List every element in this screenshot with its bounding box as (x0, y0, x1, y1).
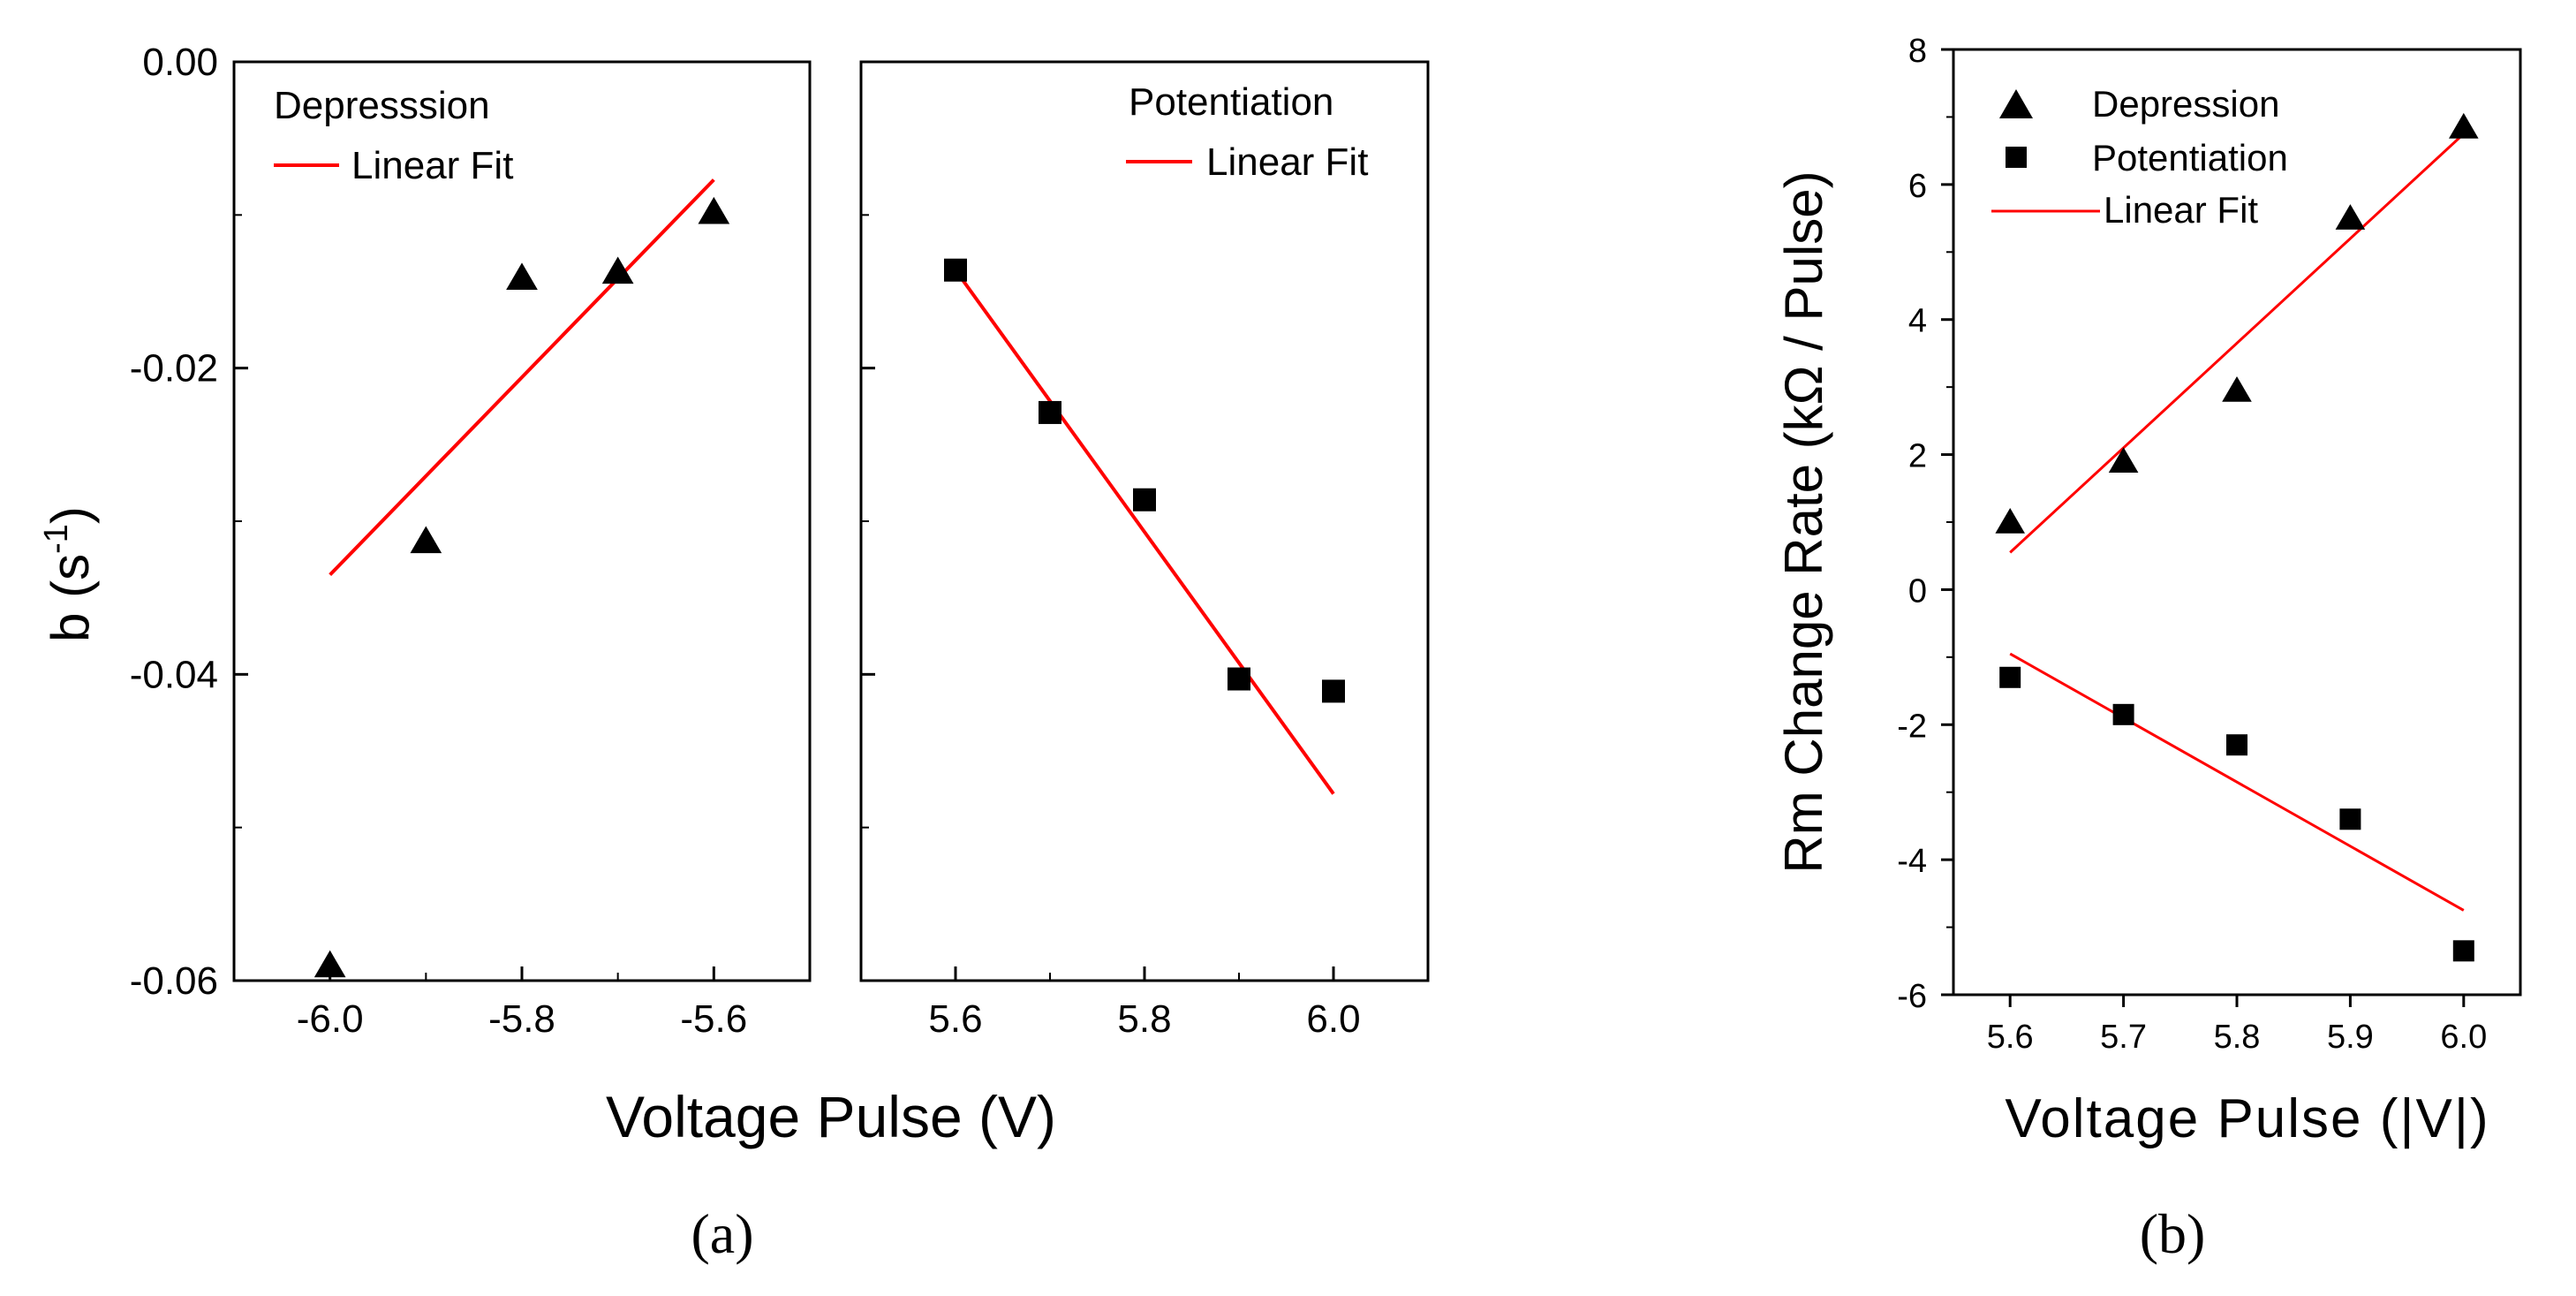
a-right-xtick-label: 6.0 (1306, 997, 1360, 1041)
b-legend-depression: Depression (2092, 83, 2279, 125)
b-fit-layer (2009, 133, 2465, 912)
b-ytick-label: 0 (1908, 572, 1927, 610)
b-ytick-label: -4 (1897, 843, 1927, 880)
a-right-point-square (944, 258, 967, 282)
a-right-legend: Potentiation Linear Fit (1126, 80, 1368, 184)
b-xtick-label: 6.0 (2440, 1019, 2487, 1056)
a-right-y-ticks (861, 60, 875, 982)
b-point-square (2226, 734, 2247, 756)
a-y-axis-label: b (s-1) (38, 506, 100, 642)
b-point-square (2452, 940, 2474, 962)
panel-a: 0.00 -0.02 -0.04 -0.06 -6.0 -5.8 -5.6 Depress… (38, 41, 1430, 1265)
b-point-triangle (2108, 447, 2139, 474)
b-xtick-label: 5.7 (2100, 1019, 2147, 1056)
b-fit-line (2009, 133, 2465, 554)
b-x-ticks: 5.6 5.7 5.8 5.9 6.0 (1987, 995, 2487, 1056)
b-legend-square-icon (2006, 147, 2027, 168)
a-left-points-layer (314, 196, 730, 978)
b-ytick-label: -2 (1897, 708, 1927, 745)
a-right-x-ticks: 5.6 5.8 6.0 (860, 966, 1429, 1041)
a-left-legend-series: Depresssion (274, 84, 490, 127)
b-points-layer (1995, 112, 2479, 962)
a-left-x-ticks: -6.0 -5.8 -5.6 (233, 966, 811, 1041)
a-left-point-triangle (506, 262, 538, 290)
a-left-point-triangle (698, 196, 730, 224)
a-panel-label: (a) (691, 1202, 753, 1265)
a-ytick-label: -0.06 (130, 959, 218, 1003)
b-legend-triangle-icon (1999, 89, 2033, 118)
a-left-legend: Depresssion Linear Fit (274, 84, 513, 187)
a-left-point-triangle (601, 256, 634, 284)
a-right-xtick-label: 5.8 (1117, 997, 1171, 1041)
b-point-triangle (2335, 204, 2366, 230)
b-legend-potentiation: Potentiation (2092, 137, 2288, 178)
a-right-plot-frame (859, 60, 1430, 982)
a-left-xtick-label: -5.6 (680, 997, 747, 1041)
b-point-triangle (2222, 375, 2252, 402)
b-point-triangle (2449, 112, 2479, 139)
b-x-axis-label: Voltage Pulse (|V|) (2005, 1088, 2489, 1149)
b-legend: Depression Potentiation Linear Fit (1991, 83, 2288, 231)
a-ytick-label: -0.04 (130, 653, 218, 696)
a-potentiation-subplot: 5.6 5.8 6.0 Potentiation Linear Fit (859, 60, 1430, 1041)
b-legend-fit: Linear Fit (2104, 189, 2258, 231)
a-right-legend-fit: Linear Fit (1206, 140, 1368, 184)
a-left-plot-frame (232, 60, 812, 982)
b-fit-line (2009, 652, 2465, 912)
b-point-triangle (1995, 508, 2025, 534)
b-point-square (1999, 666, 2021, 688)
a-right-legend-series: Potentiation (1129, 80, 1333, 124)
a-left-point-triangle (314, 950, 346, 978)
panel-b: -6 -4 -2 0 2 4 6 8 5.6 5.7 5.8 5.9 6.0 Depression P… (1774, 33, 2522, 1265)
b-ytick-label: 4 (1908, 303, 1927, 340)
a-left-y-ticks: 0.00 -0.02 -0.04 -0.06 (130, 41, 248, 1003)
a-left-point-triangle (410, 526, 442, 554)
b-xtick-label: 5.8 (2214, 1019, 2261, 1056)
a-right-points-layer (944, 258, 1345, 703)
a-right-fit-line (954, 269, 1335, 795)
a-x-axis-label: Voltage Pulse (V) (606, 1084, 1056, 1149)
a-right-point-square (1039, 400, 1061, 424)
b-xtick-label: 5.9 (2327, 1019, 2374, 1056)
a-right-point-square (1133, 488, 1156, 512)
a-depression-subplot: 0.00 -0.02 -0.04 -0.06 -6.0 -5.8 -5.6 Depress… (130, 41, 812, 1041)
a-left-fit-line (329, 178, 715, 577)
a-ytick-label: -0.02 (130, 347, 218, 390)
b-xtick-label: 5.6 (1987, 1019, 2034, 1056)
b-point-square (2339, 808, 2361, 830)
a-left-fit-layer (329, 178, 715, 577)
a-ytick-label: 0.00 (142, 41, 218, 84)
b-ytick-label: 2 (1908, 438, 1927, 475)
b-y-axis-label: Rm Change Rate (kΩ / Pulse) (1774, 171, 1833, 873)
b-ytick-label: 8 (1908, 33, 1927, 70)
a-right-xtick-label: 5.6 (928, 997, 982, 1041)
b-ytick-label: 6 (1908, 168, 1927, 205)
a-right-point-square (1322, 679, 1345, 703)
b-point-square (2112, 703, 2134, 725)
a-right-fit-layer (954, 269, 1335, 795)
b-ytick-label: -6 (1897, 978, 1927, 1015)
a-right-point-square (1228, 667, 1250, 691)
a-left-legend-fit: Linear Fit (351, 144, 513, 187)
b-panel-label: (b) (2140, 1202, 2206, 1265)
b-y-ticks: -6 -4 -2 0 2 4 6 8 (1897, 33, 1953, 1015)
a-left-xtick-label: -5.8 (488, 997, 555, 1041)
a-left-xtick-label: -6.0 (297, 997, 364, 1041)
